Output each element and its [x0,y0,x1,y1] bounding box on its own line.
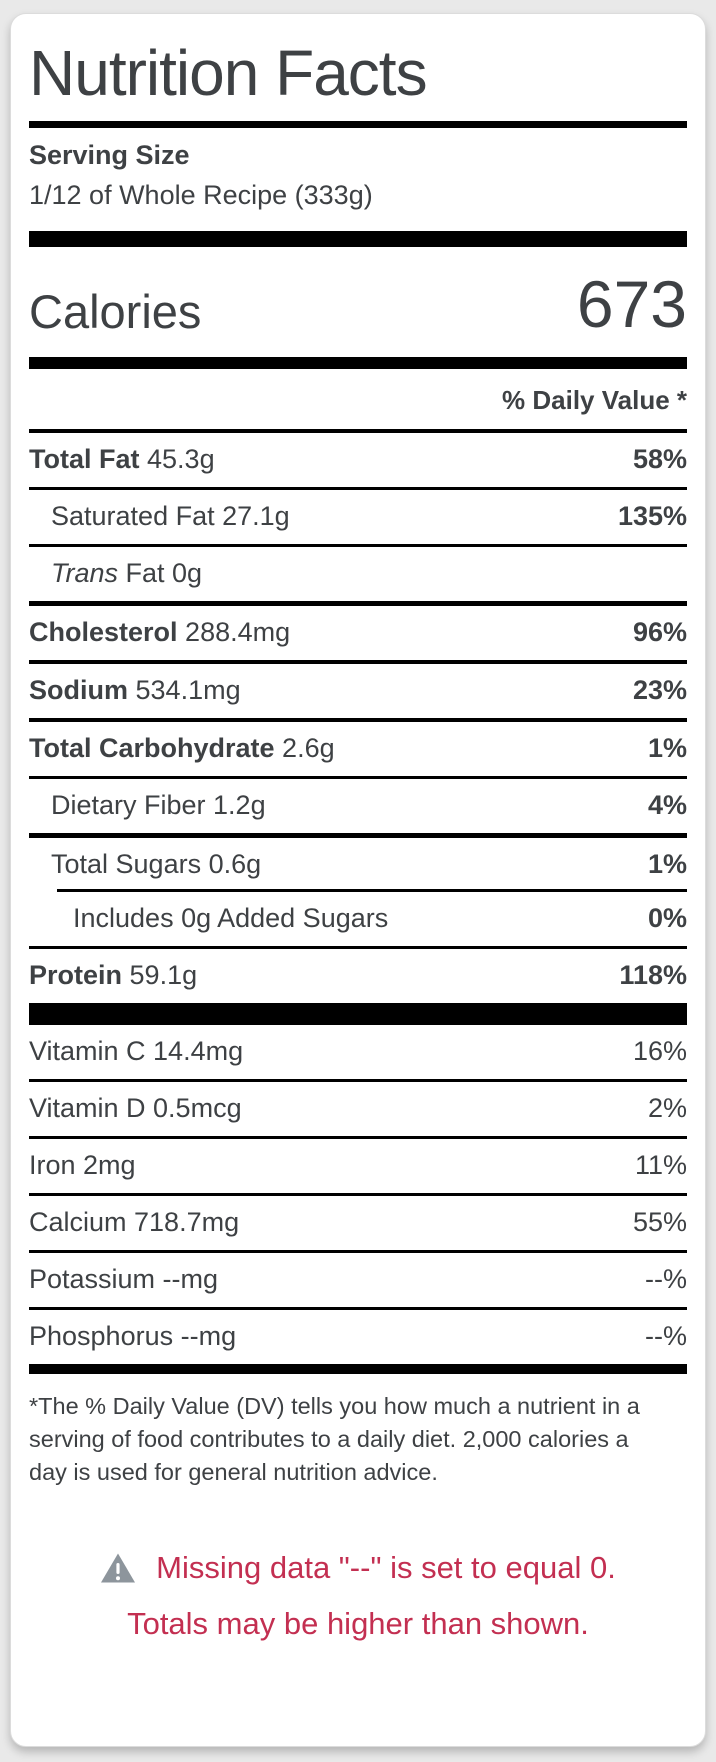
nutrient-dv: 96% [632,617,687,648]
nutrient-name: Protein 59.1g [29,960,198,991]
daily-value-footnote: *The % Daily Value (DV) tells you how mu… [29,1390,687,1490]
medium-section-bar [29,1363,687,1374]
nutrient-name: Saturated Fat 27.1g [51,501,290,532]
nutrient-dv: 58% [632,444,687,475]
nutrient-dv: 1% [647,733,687,764]
nutrient-dv: --% [645,1264,687,1295]
nutrient-dv: 118% [619,960,687,991]
nutrition-facts-title: Nutrition Facts [29,37,428,109]
nutrient-dv: 11% [634,1150,687,1181]
footnote-line: day is used for general nutrition advice… [29,1459,438,1486]
warning-text: Missing data "--" is set to equal 0. [156,1549,616,1585]
nutrient-name: Total Fat 45.3g [29,444,215,475]
nutrient-name: Total Carbohydrate 2.6g [29,733,335,764]
footnote-line: serving of food contributes to a daily d… [29,1425,629,1452]
nutrient-dv: 0% [647,903,687,934]
row-phosphorus: Phosphorus --mg --% [29,1310,687,1364]
row-total-sugars: Total Sugars 0.6g 1% [29,838,687,892]
row-dietary-fiber: Dietary Fiber 1.2g 4% [29,779,687,838]
daily-value-header: % Daily Value * [29,369,687,433]
nutrient-name: Phosphorus --mg [29,1321,237,1352]
nutrient-dv: 2% [647,1093,687,1124]
medium-section-bar [29,356,687,369]
missing-data-warning: Missing data "--" is set to equal 0. Tot… [29,1550,687,1642]
footnote-line: *The % Daily Value (DV) tells you how mu… [29,1392,640,1419]
row-vitamin-d: Vitamin D 0.5mcg 2% [29,1082,687,1139]
nutrient-name: Potassium --mg [29,1264,219,1295]
nutrient-name: Calcium 718.7mg [29,1207,240,1238]
nutrient-name: Vitamin D 0.5mcg [29,1093,242,1124]
serving-size-label: Serving Size [29,140,190,171]
nutrient-name: Total Sugars 0.6g [51,849,262,880]
title-divider [29,121,687,129]
warning-line-2: Totals may be higher than shown. [127,1605,589,1641]
calories-label: Calories [29,284,202,338]
nutrient-name: Vitamin C 14.4mg [29,1036,244,1067]
nutrient-name: Includes 0g Added Sugars [73,903,389,934]
nutrient-name: Dietary Fiber 1.2g [51,790,266,821]
row-protein: Protein 59.1g 118% [29,949,687,1003]
nutrient-dv: 16% [632,1036,687,1067]
nutrient-dv: 55% [632,1207,687,1238]
row-total-fat: Total Fat 45.3g 58% [29,433,687,490]
row-saturated-fat: Saturated Fat 27.1g 135% [29,490,687,547]
nutrient-dv: 1% [647,849,687,880]
warning-line-1: Missing data "--" is set to equal 0. [29,1550,687,1586]
nutrient-dv: --% [645,1321,687,1352]
row-cholesterol: Cholesterol 288.4mg 96% [29,606,687,664]
row-trans-fat: Trans Fat 0g [29,547,687,606]
nutrient-name: Iron 2mg [29,1150,136,1181]
row-calcium: Calcium 718.7mg 55% [29,1196,687,1253]
serving-size-value: 1/12 of Whole Recipe (333g) [29,180,373,211]
thick-section-bar [29,1002,687,1025]
row-sodium: Sodium 534.1mg 23% [29,664,687,722]
row-added-sugars: Includes 0g Added Sugars 0% [29,892,687,949]
nutrient-dv: 23% [632,675,687,706]
row-potassium: Potassium --mg --% [29,1253,687,1310]
calories-row: Calories 673 [29,247,687,356]
row-iron: Iron 2mg 11% [29,1139,687,1196]
thick-section-bar [29,231,687,248]
nutrient-dv: 4% [647,790,687,821]
warning-triangle-icon [100,1552,136,1584]
nutrient-dv: 135% [617,501,687,532]
row-total-carbohydrate: Total Carbohydrate 2.6g 1% [29,722,687,779]
calories-value: 673 [576,267,687,342]
row-vitamin-c: Vitamin C 14.4mg 16% [29,1025,687,1082]
nutrition-facts-card: Nutrition Facts Serving Size 1/12 of Who… [10,13,706,1747]
nutrient-name: Sodium 534.1mg [29,675,241,706]
nutrient-name: Cholesterol 288.4mg [29,617,291,648]
nutrient-name: Trans Fat 0g [51,558,203,589]
